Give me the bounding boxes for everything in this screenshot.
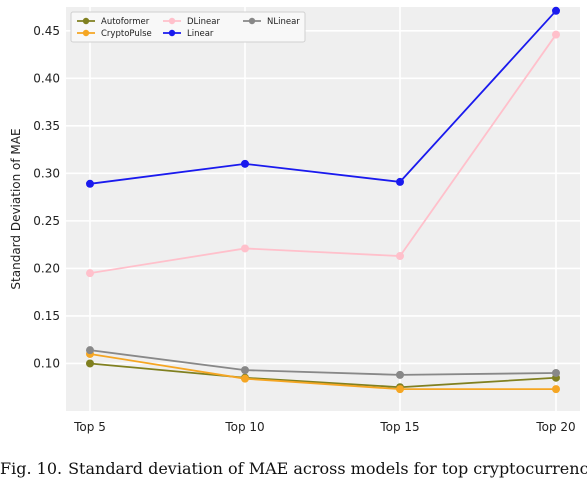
legend-marker (168, 29, 176, 37)
legend-label: CryptoPulse (101, 29, 152, 39)
plot-background (66, 7, 580, 411)
legend-marker (248, 17, 256, 25)
y-tick-label: 0.35 (33, 119, 60, 133)
data-point-linear (552, 6, 560, 15)
data-point-linear (396, 177, 404, 186)
y-tick-label: 0.45 (33, 24, 60, 38)
data-point-dlinear (552, 30, 560, 39)
y-axis-label: Standard Deviation of MAE (9, 128, 23, 289)
data-point-linear (86, 179, 94, 188)
caption-label: Fig. 10. (0, 459, 63, 478)
series-line-nlinear (89, 349, 557, 376)
x-tick-label: Top 15 (379, 420, 419, 434)
data-point-dlinear (396, 252, 404, 261)
y-tick-label: 0.30 (33, 166, 60, 180)
legend-label: NLinear (267, 17, 300, 27)
legend-marker (168, 17, 176, 25)
legend-marker (82, 29, 90, 37)
legend-label: Autoformer (101, 17, 150, 27)
data-point-nlinear (552, 368, 560, 377)
y-tick-label: 0.20 (33, 261, 60, 275)
figure-caption: Fig. 10. Standard deviation of MAE across… (0, 459, 587, 478)
data-point-dlinear (86, 269, 94, 278)
data-point-cryptopulse (241, 374, 249, 383)
x-tick-label: Top 5 (73, 420, 106, 434)
y-tick-label: 0.25 (33, 214, 60, 228)
y-tick-label: 0.15 (33, 309, 60, 323)
data-point-cryptopulse (552, 385, 560, 394)
data-point-autoformer (86, 359, 94, 368)
y-tick-label: 0.10 (33, 356, 60, 370)
legend-marker (82, 17, 90, 25)
y-tick-label: 0.40 (33, 71, 60, 85)
x-tick-label: Top 20 (535, 420, 575, 434)
legend-label: Linear (187, 29, 214, 39)
series-line-linear (89, 10, 557, 185)
data-point-linear (241, 159, 249, 168)
legend-label: DLinear (187, 17, 220, 27)
data-point-nlinear (241, 366, 249, 375)
data-point-dlinear (241, 244, 249, 253)
x-tick-label: Top 10 (224, 420, 264, 434)
caption-text: Standard deviation of MAE across models … (68, 459, 587, 478)
line-chart: 0.10 0.15 0.20 0.25 0.30 0.35 0.40 0.45 Top 5 Top… (9, 6, 580, 434)
legend-box (70, 11, 306, 43)
data-point-nlinear (396, 370, 404, 379)
series-line-dlinear (89, 34, 557, 275)
series-line-cryptopulse (89, 353, 556, 391)
series-line-autoformer (89, 362, 557, 389)
data-point-nlinear (86, 346, 94, 355)
data-point-cryptopulse (396, 385, 404, 394)
